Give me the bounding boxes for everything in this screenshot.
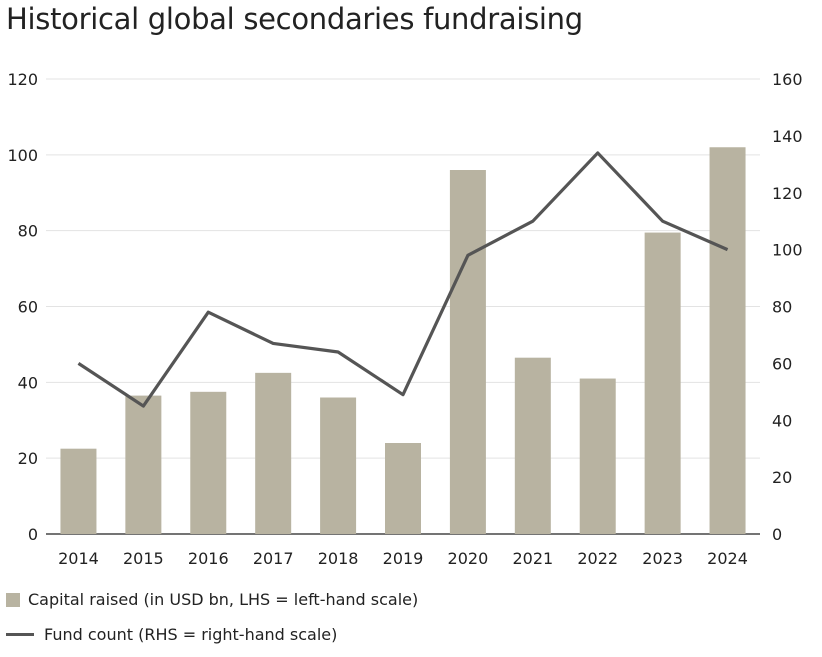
legend-label-fund-count: Fund count (RHS = right-hand scale) — [44, 625, 338, 644]
right-tick-label: 80 — [772, 298, 792, 317]
x-tick-label: 2017 — [253, 549, 294, 568]
right-tick-label: 120 — [772, 184, 803, 203]
left-tick-label: 80 — [18, 222, 38, 241]
left-axis-ticks: 0 20 40 60 80 100 120 — [7, 70, 38, 544]
right-tick-label: 140 — [772, 127, 803, 146]
legend-item-capital: Capital raised (in USD bn, LHS = left-ha… — [6, 590, 418, 609]
left-tick-label: 60 — [18, 298, 38, 317]
bar-2015 — [125, 395, 162, 534]
legend-bar-swatch — [6, 592, 20, 607]
right-axis-ticks: 0 20 40 60 80 100 120 140 160 — [772, 70, 803, 544]
right-tick-label: 160 — [772, 70, 803, 89]
right-tick-label: 60 — [772, 354, 792, 373]
right-tick-label: 20 — [772, 468, 792, 487]
fund-count-polyline — [77, 151, 729, 408]
bar-2017 — [255, 372, 292, 534]
x-tick-label: 2022 — [577, 549, 618, 568]
legend-item-fund-count: Fund count (RHS = right-hand scale) — [6, 625, 337, 644]
bar-2016 — [190, 391, 227, 534]
fund-count-line — [77, 151, 729, 408]
chart-title: Historical global secondaries fundraisin… — [6, 2, 583, 36]
bar-2021 — [514, 357, 551, 534]
right-tick-label: 40 — [772, 411, 792, 430]
bar-2024 — [709, 147, 746, 534]
chart: 0 20 40 60 80 100 120 0 20 40 60 80 100 120 140 160 20… — [7, 70, 803, 568]
right-tick-label: 100 — [772, 241, 803, 260]
bars — [60, 147, 746, 534]
x-tick-label: 2020 — [448, 549, 489, 568]
x-tick-label: 2016 — [188, 549, 229, 568]
bar-2023 — [644, 232, 681, 534]
x-tick-label: 2024 — [707, 549, 748, 568]
x-tick-label: 2015 — [123, 549, 164, 568]
x-axis-ticks: 2014 2015 2016 2017 2018 2019 2020 2021 2022 2023… — [58, 549, 748, 568]
legend-label-capital: Capital raised (in USD bn, LHS = left-ha… — [28, 590, 419, 609]
left-tick-label: 40 — [18, 373, 38, 392]
left-tick-label: 0 — [28, 525, 38, 544]
x-tick-label: 2023 — [642, 549, 683, 568]
x-tick-label: 2021 — [512, 549, 553, 568]
bar-2022 — [579, 378, 616, 534]
bar-2014 — [60, 448, 97, 534]
x-tick-label: 2018 — [318, 549, 359, 568]
left-tick-label: 20 — [18, 449, 38, 468]
right-tick-label: 0 — [772, 525, 782, 544]
left-tick-label: 120 — [7, 70, 38, 89]
bar-2020 — [449, 170, 486, 534]
left-tick-label: 100 — [7, 146, 38, 165]
legend-line-swatch — [6, 633, 34, 636]
bar-2019 — [385, 443, 421, 534]
x-tick-label: 2019 — [383, 549, 424, 568]
x-tick-label: 2014 — [58, 549, 99, 568]
bar-2018 — [320, 397, 357, 534]
